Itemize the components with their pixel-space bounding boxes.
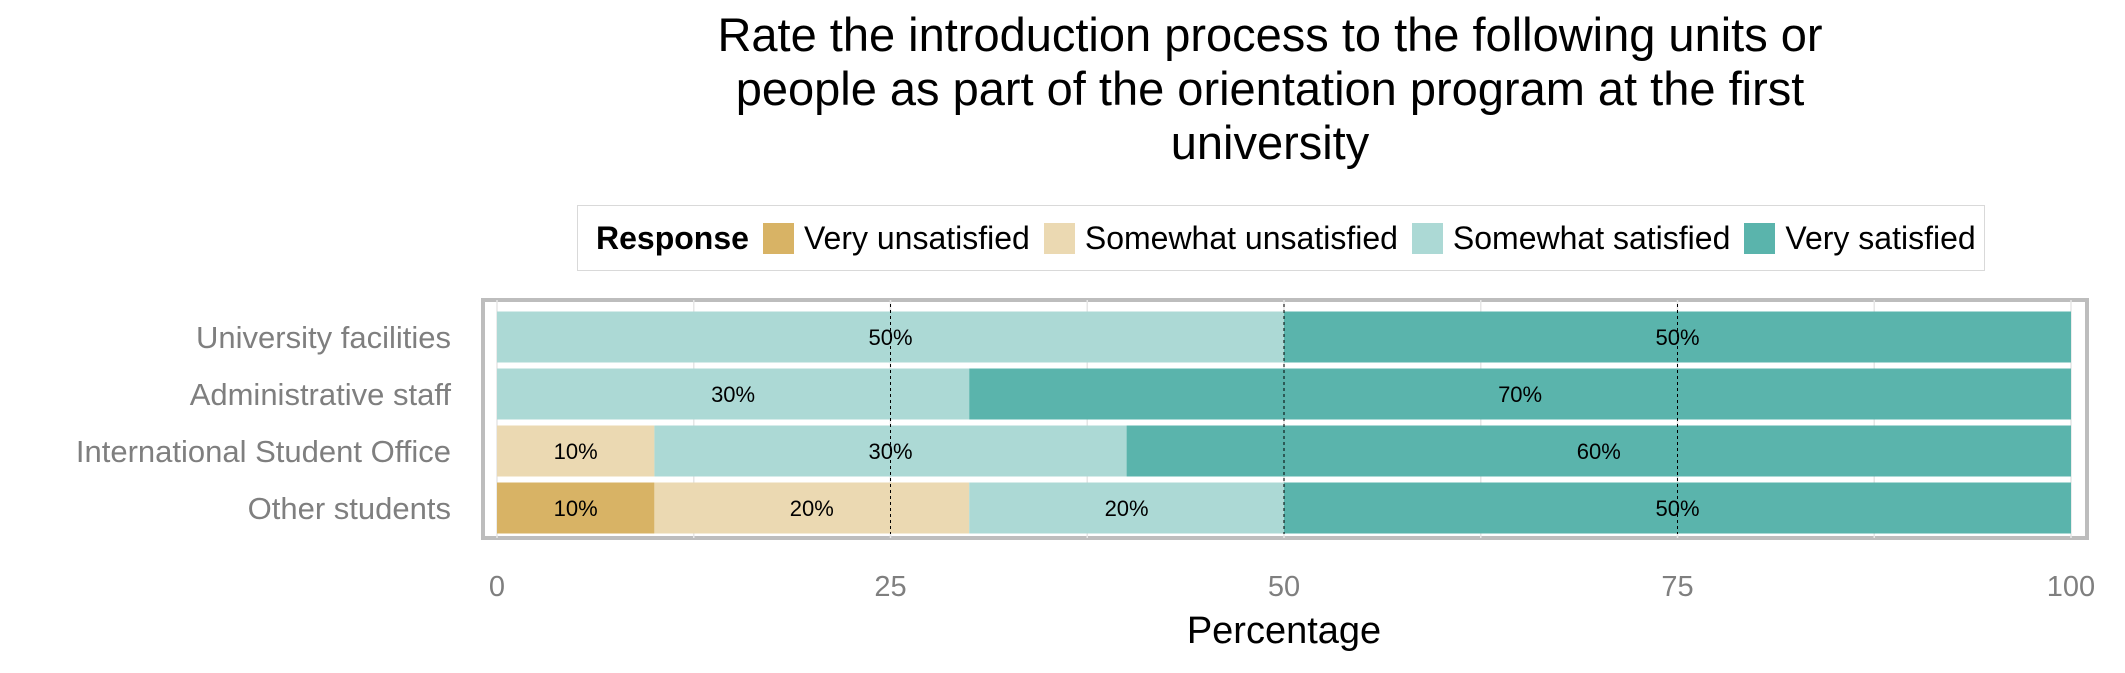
data-label: 60% — [1577, 439, 1621, 464]
data-label: 20% — [1105, 496, 1149, 521]
x-tick-label: 0 — [489, 571, 505, 603]
data-label: 30% — [711, 382, 755, 407]
label-layer: 50% 50% University facilities 30% 70% Adminis… — [76, 320, 2095, 603]
overlay-layer — [890, 304, 1678, 534]
legend-label: Very satisfied — [1785, 219, 1976, 256]
category-label: University facilities — [196, 320, 451, 355]
category-label: Other students — [248, 491, 451, 526]
data-label: 20% — [790, 496, 834, 521]
x-tick-label: 25 — [874, 571, 906, 603]
chart-title-line: people as part of the orientation progra… — [735, 62, 1805, 115]
legend-item-very-satisfied: Very satisfied — [1744, 219, 1976, 257]
x-tick-label: 100 — [2047, 571, 2095, 603]
legend-item-somewhat-satisfied: Somewhat satisfied — [1411, 219, 1731, 257]
data-label: 30% — [868, 439, 912, 464]
legend-label: Somewhat unsatisfied — [1084, 219, 1398, 256]
data-label: 10% — [554, 439, 598, 464]
legend-swatch — [1744, 222, 1776, 254]
legend-title: Response — [596, 219, 749, 256]
data-label: 10% — [554, 496, 598, 521]
chart-title: Rate the introduction process to the fol… — [520, 8, 2020, 170]
x-tick-label: 75 — [1661, 571, 1693, 603]
legend-label: Somewhat satisfied — [1452, 219, 1731, 256]
chart-title-line: university — [1170, 116, 1370, 169]
bar-segment — [654, 482, 970, 534]
data-label: 70% — [1498, 382, 1542, 407]
data-label: 50% — [1655, 325, 1699, 350]
legend-item-very-unsatisfied: Very unsatisfied — [762, 219, 1030, 257]
legend-swatch — [1043, 222, 1075, 254]
bar-segment — [969, 482, 1284, 534]
bar-segment — [497, 482, 655, 534]
legend-item-somewhat-unsatisfied: Somewhat unsatisfied — [1043, 219, 1398, 257]
bar-segment — [497, 425, 655, 477]
data-label: 50% — [1655, 496, 1699, 521]
chart-title-line: Rate the introduction process to the fol… — [717, 8, 1823, 61]
legend-swatch — [762, 222, 794, 254]
x-tick-label: 50 — [1268, 571, 1300, 603]
data-label: 50% — [868, 325, 912, 350]
legend-label: Very unsatisfied — [803, 219, 1030, 256]
legend: Response Very unsatisfied Somewhat unsat… — [577, 205, 1985, 271]
x-axis-title: Percentage — [1187, 610, 1381, 652]
bar-segment — [969, 368, 2072, 420]
category-label: International Student Office — [76, 434, 451, 469]
legend-swatch — [1411, 222, 1443, 254]
category-label: Administrative staff — [190, 377, 452, 412]
